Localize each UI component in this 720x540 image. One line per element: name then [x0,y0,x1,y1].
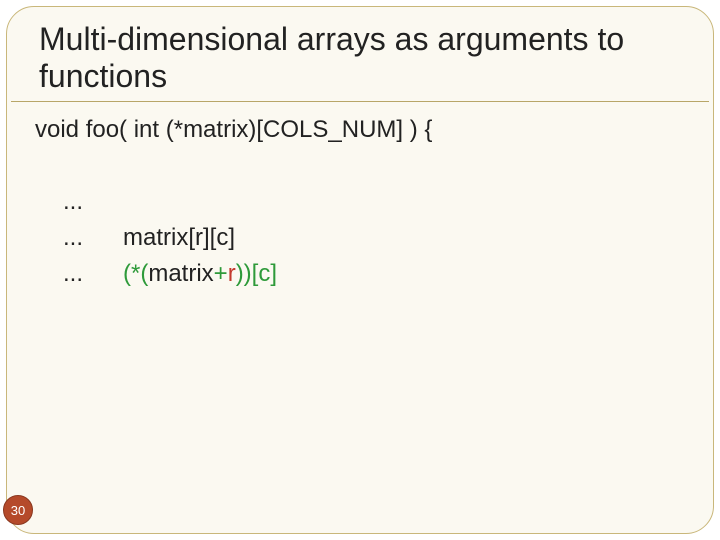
slide-content: void foo( int (*matrix)[COLS_NUM] ) { ..… [7,102,713,292]
slide-number-badge: 30 [3,495,33,525]
code-signature: void foo( int (*matrix)[COLS_NUM] ) { [35,112,685,148]
dots-3: ... [63,256,123,292]
code-line-1: ... [35,184,685,220]
ptr-plus: + [214,260,228,287]
code-pointer-notation: (*(matrix+r))[c] [123,256,277,292]
code-line-3: ... (*(matrix+r))[c] [35,256,685,292]
ptr-r: r [228,260,236,287]
slide-frame: Multi-dimensional arrays as arguments to… [6,6,714,534]
ptr-suffix: ))[c] [236,260,277,287]
spacer [35,148,685,184]
ptr-prefix: (*( [123,260,148,287]
dots-1: ... [63,184,123,220]
dots-2: ... [63,220,123,256]
slide-title: Multi-dimensional arrays as arguments to… [11,7,709,102]
ptr-matrix: matrix [148,260,213,287]
code-array-notation: matrix[r][c] [123,220,235,256]
code-line-2: ... matrix[r][c] [35,220,685,256]
